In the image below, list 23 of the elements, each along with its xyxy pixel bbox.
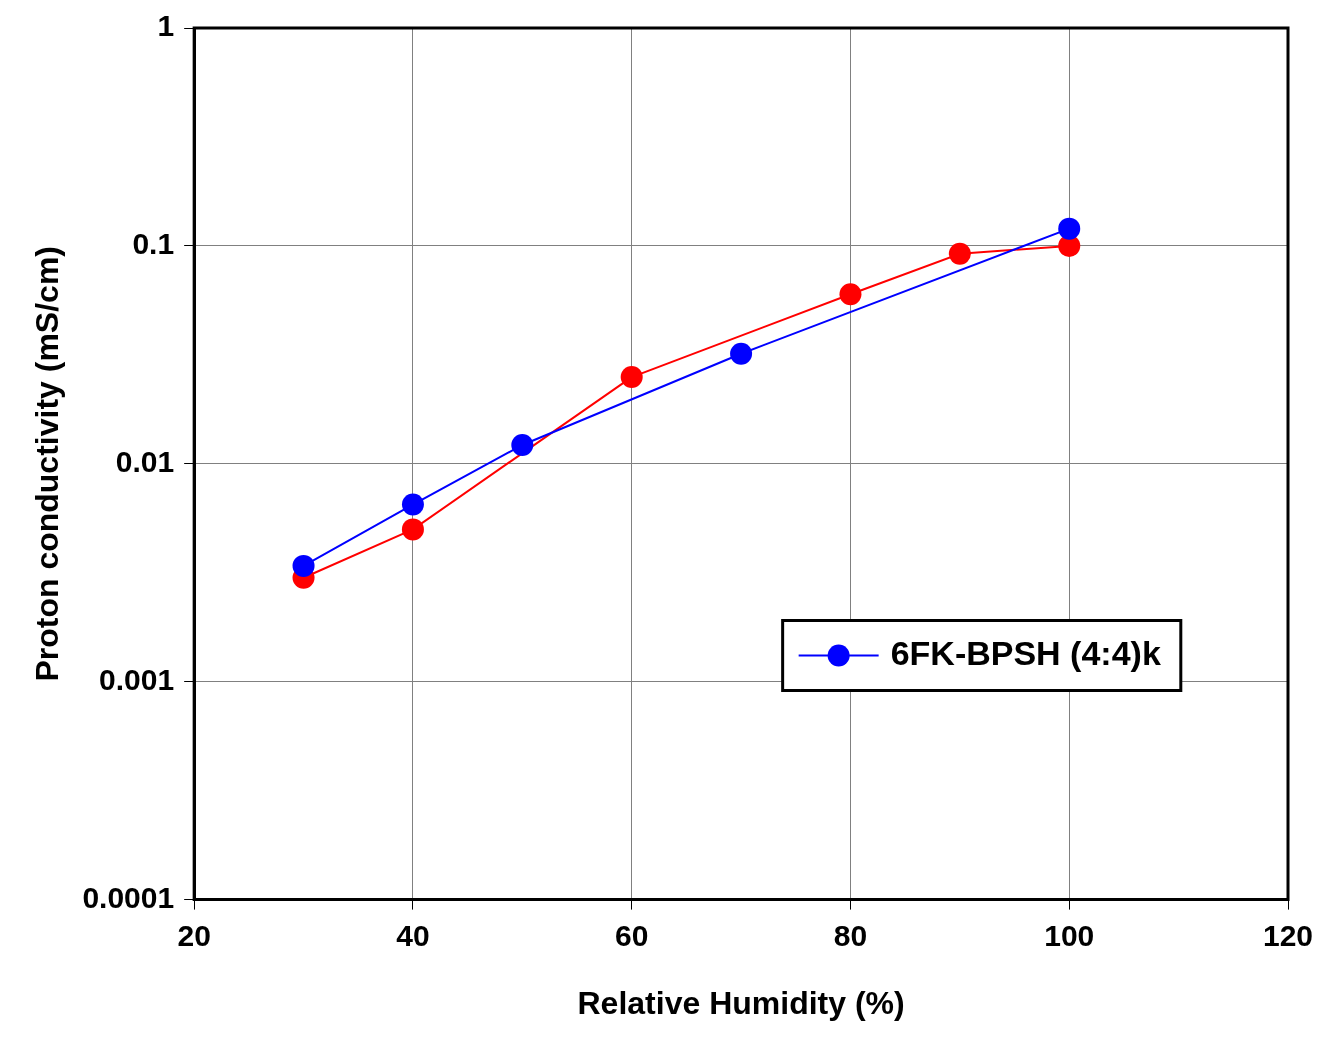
y-axis-title: Proton conductivity (mS/cm) xyxy=(29,246,66,682)
x-tick-label: 100 xyxy=(1044,918,1095,952)
x-tick-label: 40 xyxy=(396,918,430,952)
point xyxy=(948,242,971,265)
y-tick-label: 0.001 xyxy=(99,662,175,696)
point xyxy=(839,283,862,306)
x-tick-label: 80 xyxy=(833,918,868,952)
y-tick-label: 0.0001 xyxy=(82,880,175,914)
point xyxy=(401,518,424,541)
y-tick-label: 1 xyxy=(157,9,175,43)
point xyxy=(401,493,424,516)
point xyxy=(730,342,753,365)
point xyxy=(620,366,643,389)
legend-label: 6FK-BPSH (4:4)k xyxy=(890,633,1161,672)
point xyxy=(1058,217,1081,240)
x-tick-label: 20 xyxy=(177,918,211,952)
point xyxy=(511,433,534,456)
x-tick-label: 120 xyxy=(1262,918,1314,952)
x-axis-title: Relative Humidity (%) xyxy=(577,984,905,1021)
y-tick-label: 0.01 xyxy=(115,445,175,479)
x-tick-label: 60 xyxy=(615,918,649,952)
y-tick-label: 0.1 xyxy=(132,227,175,261)
point xyxy=(292,554,315,577)
